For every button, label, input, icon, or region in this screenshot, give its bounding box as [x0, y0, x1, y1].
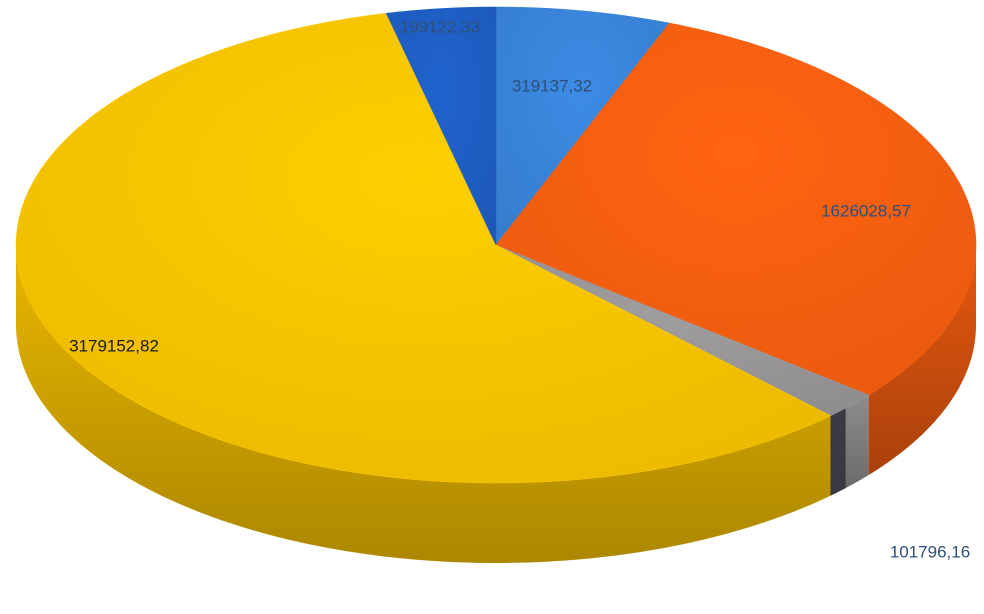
pie-slice-101796-16	[495, 244, 870, 417]
pie-labels: 319137,32 1626028,57 101796,16 3179152,82 19…	[69, 17, 970, 561]
pie-slice-1626028-57	[495, 22, 977, 396]
data-label-3179152-82: 3179152,82	[69, 336, 159, 355]
pie-slice-199122-33	[385, 6, 497, 246]
pie-side-1626028-57	[868, 245, 976, 476]
data-label-101796-16: 101796,16	[890, 542, 970, 561]
pie-sides	[16, 245, 976, 563]
pie-tops	[15, 6, 977, 484]
pie-slice-319137-32	[495, 6, 670, 246]
pie-side-3179152-82	[16, 245, 831, 563]
data-label-319137-32: 319137,32	[512, 76, 592, 95]
data-label-199122-33: 199122,33	[400, 17, 480, 36]
data-label-1626028-57: 1626028,57	[821, 201, 911, 220]
pie-slice-3179152-82	[15, 12, 832, 484]
pie-wall-101796-16	[830, 408, 846, 496]
